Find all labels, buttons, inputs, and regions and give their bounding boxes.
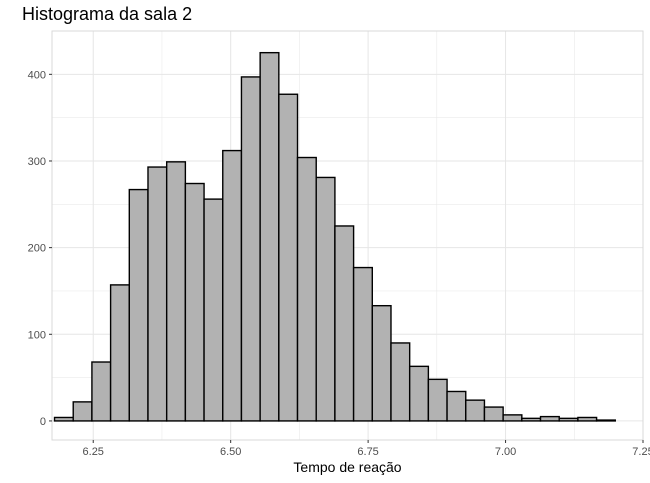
histogram-bar <box>595 419 616 422</box>
y-tick-label: 0 <box>40 416 46 428</box>
histogram-bar <box>558 417 579 422</box>
histogram-bar <box>165 161 187 422</box>
x-axis: 6.25 6.50 6.75 7.00 7.25 <box>83 440 650 458</box>
histogram-bar <box>427 378 448 422</box>
histogram-bar <box>128 188 149 422</box>
histogram-bar <box>334 225 355 422</box>
y-tick-label: 100 <box>28 329 46 341</box>
histogram-bar <box>539 415 560 422</box>
histogram-bar <box>521 417 542 422</box>
histogram-bar <box>109 284 130 422</box>
histogram-bar <box>315 176 336 422</box>
histogram-bar <box>483 406 504 422</box>
x-tick-label: 6.25 <box>83 446 104 458</box>
panel-border <box>51 30 644 441</box>
y-tick-label: 300 <box>28 156 46 168</box>
y-tick-label: 400 <box>28 69 46 81</box>
histogram-bar <box>147 166 168 422</box>
histogram-bar <box>465 399 486 422</box>
x-tick-label: 7.25 <box>632 446 650 458</box>
histogram-bar <box>203 198 224 422</box>
histogram-bar <box>184 182 205 422</box>
histogram-bar <box>352 266 373 422</box>
histogram-bar <box>408 365 430 422</box>
histogram-bar <box>222 149 243 422</box>
histogram-bar <box>240 76 261 422</box>
chart-title: Histograma da sala 2 <box>22 4 193 24</box>
x-tick-label: 7.00 <box>495 446 516 458</box>
histogram-bar <box>259 51 280 422</box>
histogram-bar <box>91 361 112 422</box>
y-tick-label: 200 <box>28 243 46 255</box>
histogram-bar <box>390 342 411 422</box>
histogram-bar <box>371 304 392 422</box>
histogram-bar <box>278 93 299 422</box>
x-tick-label: 6.50 <box>220 446 241 458</box>
y-axis: 0 100 200 300 400 <box>28 69 52 428</box>
histogram-bar <box>72 401 93 422</box>
histogram-bar <box>577 416 598 422</box>
histogram-bar <box>53 416 74 422</box>
histogram-bar <box>502 414 523 422</box>
histogram-bar <box>296 156 317 422</box>
histogram-bar <box>446 390 467 422</box>
histogram-bars <box>53 51 616 422</box>
x-axis-title: Tempo de reação <box>293 459 401 475</box>
x-tick-label: 6.75 <box>357 446 378 458</box>
